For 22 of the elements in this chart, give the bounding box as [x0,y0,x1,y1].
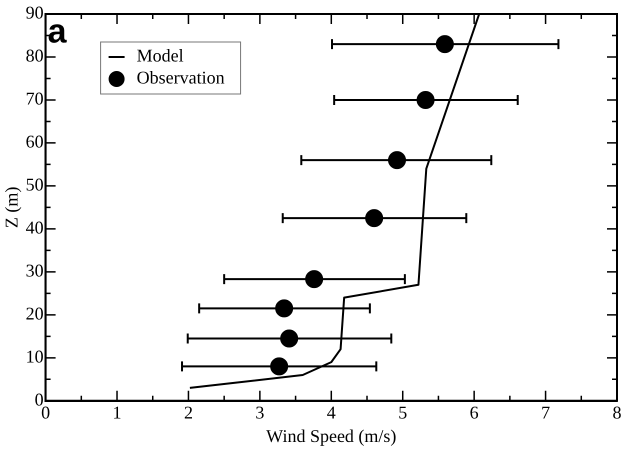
x-tick-label: 4 [326,402,336,422]
y-tick-label: 40 [26,218,44,238]
y-axis-title: Z (m) [2,186,22,228]
x-tick-label: 7 [541,402,550,422]
y-tick-label: 60 [26,132,44,152]
x-tick-label: 3 [255,402,264,422]
y-tick-label: 70 [26,88,44,109]
x-axis-title: Wind Speed (m/s) [266,426,396,446]
x-tick-label: 2 [184,402,193,422]
y-tick-label: 30 [26,260,44,281]
annotation: a [48,12,68,50]
y-tick-label: 90 [26,2,44,23]
y-tick-label: 10 [26,346,44,367]
legend-label: Model [136,46,184,66]
x-tick-label: 1 [112,402,122,422]
x-tick-label: 5 [398,402,408,422]
legend-label: Observation [136,68,225,88]
x-tick-label: 8 [612,402,622,422]
y-tick-label: 80 [26,46,44,66]
x-tick-label: 6 [470,402,479,422]
y-tick-label: 50 [26,174,44,195]
y-tick-label: 20 [26,304,44,324]
